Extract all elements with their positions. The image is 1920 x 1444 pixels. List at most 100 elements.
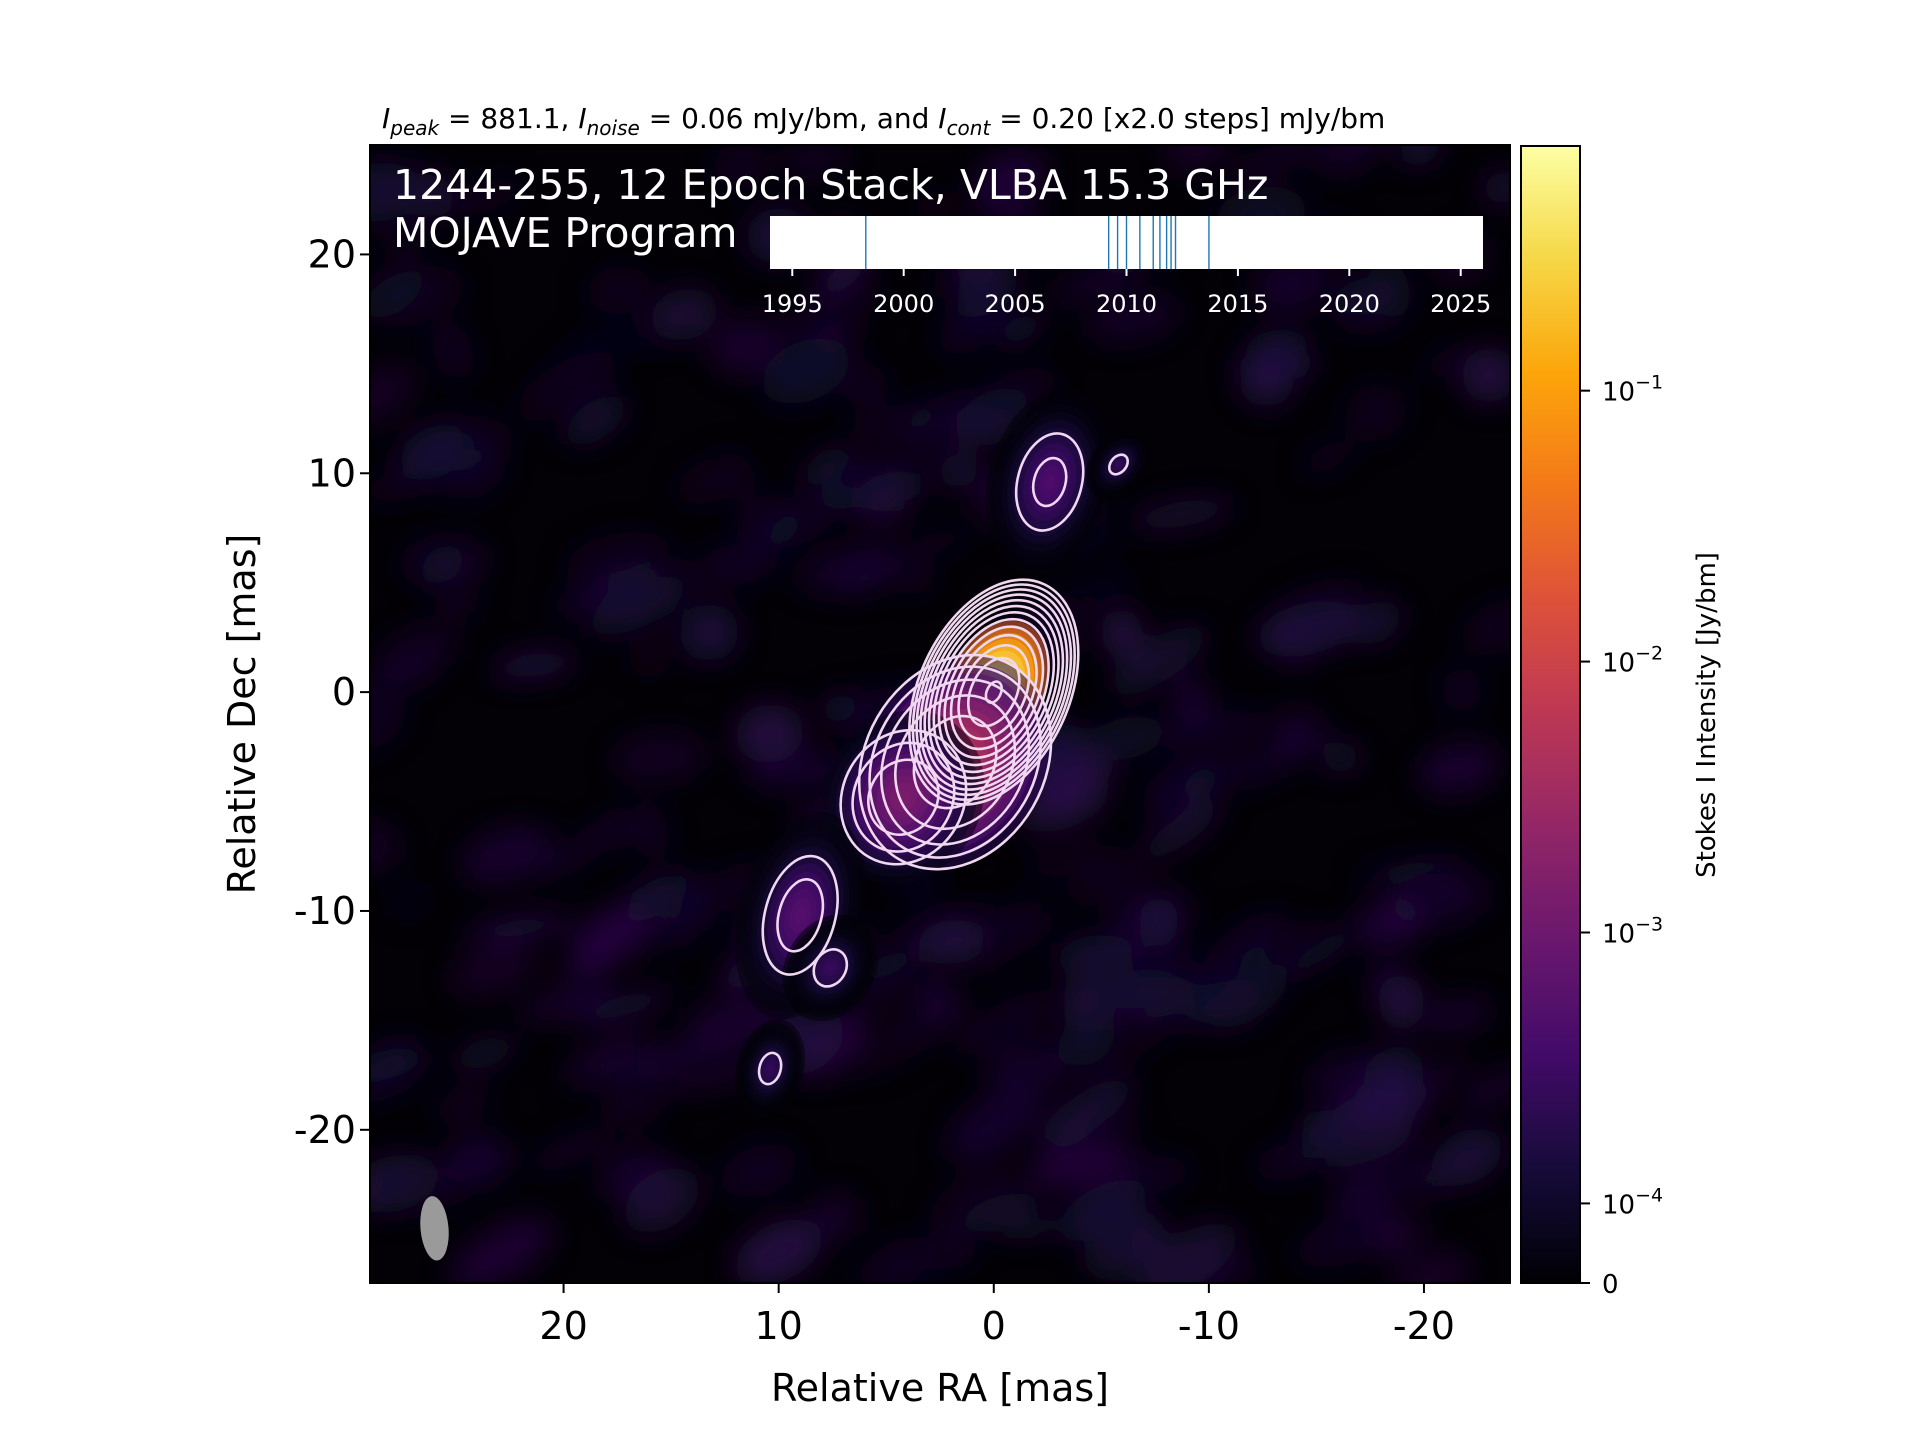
noise-blob	[370, 468, 439, 502]
map-frame	[369, 144, 1511, 1284]
emission-component-5-glow	[767, 1064, 774, 1073]
noise-blob	[555, 567, 651, 616]
noise-blob	[775, 288, 884, 338]
y-axis-label: Relative Dec [mas]	[220, 534, 264, 895]
header-cont-value: = 0.20 [x2.0 steps] mJy/bm	[990, 102, 1385, 135]
noise-blob	[574, 989, 674, 1023]
noise-blob	[697, 542, 779, 586]
beam-ellipse	[420, 1196, 449, 1261]
noise-blob	[370, 821, 399, 873]
noise-blob	[856, 1024, 948, 1077]
noise-blob	[1425, 348, 1472, 379]
contour-level-0-component-7	[1107, 453, 1130, 476]
contour-level-0-component-3	[761, 854, 839, 976]
noise-blob	[1296, 1213, 1393, 1268]
x-tick-label-1: 10	[754, 1304, 802, 1348]
x-tick-label-3: -10	[1178, 1304, 1240, 1348]
noise-blob	[528, 1125, 616, 1173]
noise-blob	[839, 565, 890, 596]
noise-blob	[1206, 911, 1288, 974]
noise-blob	[450, 1217, 554, 1283]
noise-blob	[927, 1229, 976, 1271]
contour-level-1-component-6	[1031, 456, 1068, 508]
noise-blob	[382, 226, 426, 251]
noise-blob	[372, 625, 457, 680]
noise-blob	[1130, 1156, 1191, 1190]
noise-blob	[1429, 1059, 1470, 1086]
noise-blob	[1358, 898, 1424, 948]
header-cont-symbol: I	[938, 102, 946, 135]
noise-blob	[761, 338, 850, 404]
noise-blob	[1035, 751, 1113, 812]
noise-blob	[540, 836, 602, 880]
noise-blob	[1059, 1179, 1147, 1242]
noise-blob	[1331, 1172, 1393, 1221]
noise-blob	[888, 1012, 923, 1043]
timeline-tick-label-3: 2010	[1096, 290, 1157, 318]
noise-blob	[1365, 1047, 1424, 1098]
y-tick-label-2: 0	[332, 670, 356, 714]
header-noise-symbol: I	[578, 102, 586, 135]
noise-blob	[971, 910, 1059, 972]
noise-blob	[1125, 962, 1227, 1013]
noise-blob	[914, 977, 962, 1029]
contour-level-1-component-1	[868, 665, 1042, 859]
noise-blob	[848, 403, 944, 439]
noise-blob	[461, 824, 554, 886]
header-peak-value: = 881.1,	[439, 102, 578, 135]
noise-blob	[988, 899, 1041, 937]
colorbar-tick-label-0: 0	[1602, 1270, 1619, 1300]
noise-blob	[939, 452, 979, 489]
noise-blob	[626, 871, 695, 915]
noise-blob	[587, 266, 652, 315]
noise-blob	[1085, 717, 1166, 761]
noise-blob	[918, 919, 986, 965]
noise-blob	[370, 261, 427, 320]
noise-blob	[1138, 802, 1224, 862]
contour-level-2-component-2	[867, 758, 940, 836]
noise-blob	[570, 905, 650, 970]
noise-blob	[857, 1236, 932, 1283]
noise-blob	[1458, 1065, 1510, 1112]
noise-blob	[599, 1066, 667, 1128]
noise-blob	[1254, 1143, 1321, 1181]
noise-blob	[370, 364, 416, 426]
contour-level-0-component-0	[908, 578, 1080, 806]
noise-blob	[780, 145, 848, 179]
noise-blob	[1370, 1209, 1424, 1263]
y-tick-label-4: -20	[294, 1108, 356, 1152]
header-peak-symbol: I	[382, 102, 390, 135]
noise-blob	[1086, 294, 1181, 343]
noise-blob	[1270, 619, 1313, 667]
colorbar-tick-label-1: 10−4	[1602, 1184, 1663, 1220]
noise-blob	[996, 312, 1046, 345]
noise-blob	[650, 287, 718, 341]
noise-blob	[1038, 1078, 1135, 1145]
noise-blob	[1423, 998, 1492, 1033]
beam-layer	[420, 1196, 449, 1261]
noise-blob	[946, 1086, 1043, 1163]
noise-blob	[1418, 741, 1500, 796]
timeline-tick-label-2: 2005	[985, 290, 1046, 318]
noise-blob	[1271, 579, 1364, 625]
x-tick-label-2: 0	[982, 1304, 1006, 1348]
colorbar-label: Stokes I Intensity [Jy/bm]	[1692, 552, 1722, 878]
noise-blob	[449, 942, 537, 996]
noise-blob	[763, 486, 852, 549]
noise-blob	[1136, 1223, 1238, 1283]
noise-blob	[1356, 856, 1466, 883]
colorbar: Stokes I Intensity [Jy/bm] 0 10−4 10−3 10−2…	[1520, 145, 1722, 1300]
noise-blob	[1083, 1231, 1145, 1282]
noise-blob	[1441, 668, 1482, 713]
noise-blob	[434, 1084, 491, 1123]
noise-blob	[721, 1144, 798, 1197]
noise-blob	[1461, 347, 1510, 403]
noise-blob	[985, 1041, 1072, 1097]
noise-blob	[855, 478, 905, 531]
header-noise-value: = 0.06 mJy/bm, and	[640, 102, 938, 135]
overlay-program: MOJAVE Program	[393, 209, 737, 257]
noise-blob	[562, 1024, 646, 1087]
noise-blob	[434, 596, 483, 620]
noise-blob	[955, 990, 1055, 1056]
